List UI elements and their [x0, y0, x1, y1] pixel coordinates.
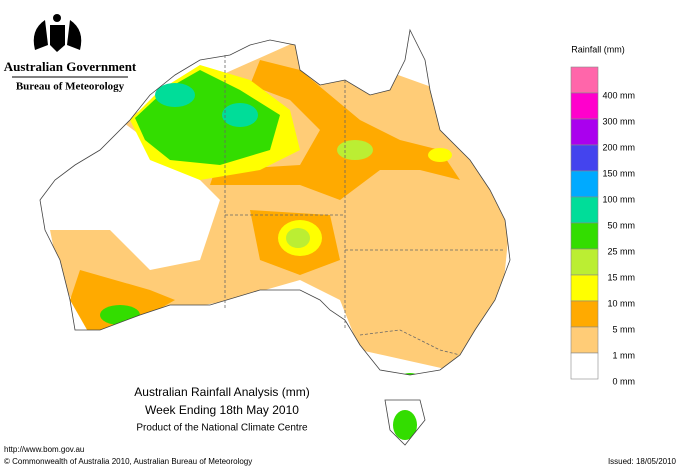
legend-label: 200 mm — [602, 142, 635, 152]
legend-swatch — [570, 222, 599, 250]
footer-issued: Issued: 18/05/2010 — [608, 457, 677, 466]
legend-swatch — [570, 144, 599, 172]
legend-swatch — [570, 248, 599, 276]
logo — [33, 14, 82, 52]
legend-swatch — [570, 352, 599, 380]
map-subtitle: Week Ending 18th May 2010 — [145, 403, 299, 417]
legend-swatch — [570, 170, 599, 198]
bureau-name: Bureau of Meteorology — [16, 81, 125, 93]
government-name: Australian Government — [4, 59, 137, 74]
legend-label: 300 mm — [602, 116, 635, 126]
legend-swatch — [570, 196, 599, 224]
legend-swatch — [570, 118, 599, 146]
legend-swatch — [570, 66, 599, 94]
legend-label: 10 mm — [607, 298, 635, 308]
coastline — [39, 28, 511, 446]
legend-label: 100 mm — [602, 194, 635, 204]
legend-swatch — [570, 274, 599, 302]
legend-label: 150 mm — [602, 168, 635, 178]
footer-url: http://www.bom.gov.au — [4, 445, 84, 454]
legend-label: 5 mm — [613, 324, 636, 334]
legend-swatch — [570, 300, 599, 328]
legend-label: 400 mm — [602, 90, 635, 100]
map-title: Australian Rainfall Analysis (mm) — [134, 385, 309, 399]
legend-label: 15 mm — [607, 272, 635, 282]
state-borders — [224, 55, 505, 356]
legend-title: Rainfall (mm) — [571, 44, 625, 54]
legend-swatch — [570, 92, 599, 120]
legend-label: 1 mm — [613, 350, 636, 360]
footer-copyright: © Commonwealth of Australia 2010, Austra… — [4, 457, 252, 466]
legend-label: 0 mm — [613, 376, 636, 386]
legend-swatch — [570, 326, 599, 354]
legend-label: 50 mm — [607, 220, 635, 230]
legend-label: 25 mm — [607, 246, 635, 256]
legend: Rainfall (mm) 400 mm 300 mm 200 mm 150 mm 10… — [570, 44, 636, 386]
map-credit: Product of the National Climate Centre — [136, 423, 308, 434]
